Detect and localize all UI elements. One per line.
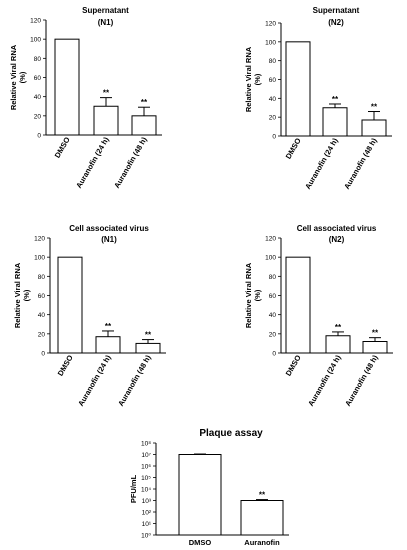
chart-title: Cell associated virus xyxy=(297,224,377,233)
bar xyxy=(93,105,119,136)
y-tick-label: 20 xyxy=(269,331,277,338)
chart-subtitle: (N1) xyxy=(101,235,117,244)
y-tick-label: 80 xyxy=(38,274,46,281)
x-tick-label: DMSO xyxy=(284,353,303,377)
y-tick-label: 0 xyxy=(272,351,276,358)
x-tick-label: Auranofin (24 h) xyxy=(303,136,340,191)
x-tick-label: Auranofin (48 h) xyxy=(342,136,379,191)
y-tick-label: 20 xyxy=(38,331,46,338)
y-axis-unit-label: (%) xyxy=(253,289,262,301)
x-tick-label: DMSO xyxy=(284,136,303,160)
significance-marker: ** xyxy=(372,329,379,338)
y-tick-label: 0 xyxy=(41,351,45,358)
y-tick-label: 80 xyxy=(269,274,277,281)
y-axis-label: Relative Viral RNA xyxy=(244,262,253,328)
y-tick-label: 80 xyxy=(269,58,277,65)
bar xyxy=(240,500,284,536)
chart-subtitle: (N1) xyxy=(98,18,114,27)
chart-panel-5: Plaque assay 10⁰ 10¹ 10² 10³ 10⁴ 10⁵ 10⁶ 10⁷ 10⁸ P… xyxy=(129,428,289,547)
y-axis-unit-label: (%) xyxy=(253,73,262,85)
y-tick-label: 60 xyxy=(269,293,277,300)
y-tick-label: 10⁶ xyxy=(141,464,151,471)
chart-panel-3: Cell associated virus (N1) 0 20 40 60 80 100 120… xyxy=(13,224,166,408)
y-tick-label: 10⁸ xyxy=(141,441,151,448)
x-tick-label: Auranofin (48 h) xyxy=(343,353,380,408)
bar xyxy=(135,342,161,354)
y-tick-label: 10⁴ xyxy=(141,487,151,494)
x-tick-label: Auranofin (48 h) xyxy=(116,353,153,408)
y-tick-label: 10³ xyxy=(142,498,152,505)
significance-marker: ** xyxy=(335,323,342,332)
y-tick-label: 10¹ xyxy=(142,521,152,528)
bar xyxy=(325,335,351,354)
y-tick-label: 40 xyxy=(38,312,46,319)
y-tick-label: 10² xyxy=(142,510,152,517)
y-axis-unit-label: (%) xyxy=(22,289,31,301)
y-tick-label: 120 xyxy=(30,18,41,25)
y-tick-label: 20 xyxy=(34,113,42,120)
y-axis-unit-label: (%) xyxy=(18,71,27,83)
chart-title: Supernatant xyxy=(313,6,360,15)
y-tick-label: 60 xyxy=(38,293,46,300)
y-tick-label: 10⁰ xyxy=(141,533,151,540)
significance-marker: ** xyxy=(145,331,152,340)
significance-marker: ** xyxy=(105,322,112,331)
chart-subtitle: (N2) xyxy=(329,235,345,244)
y-tick-label: 80 xyxy=(34,56,42,63)
bar xyxy=(131,115,157,136)
y-tick-label: 10⁷ xyxy=(141,452,151,459)
y-tick-label: 100 xyxy=(30,37,41,44)
chart-panel-4: Cell associated virus (N2) 0 20 40 60 80 100 120… xyxy=(244,224,393,408)
bar xyxy=(322,107,348,137)
y-axis-label: Relative Viral RNA xyxy=(13,262,22,328)
x-tick-label: DMSO xyxy=(189,538,212,547)
y-axis-label: Relative Viral RNA xyxy=(9,44,18,110)
significance-marker: ** xyxy=(141,98,148,107)
bar xyxy=(178,454,222,536)
y-axis-label: Relative Viral RNA xyxy=(244,46,253,112)
y-tick-label: 120 xyxy=(265,21,276,28)
x-tick-label: Auranofin (24 h) xyxy=(74,135,111,190)
significance-marker: ** xyxy=(371,103,378,112)
y-tick-label: 100 xyxy=(34,255,45,262)
x-tick-label: Auranofin xyxy=(244,538,280,547)
chart-panel-2: Supernatant (N2) 0 20 40 60 80 100 120 Relative V… xyxy=(244,6,392,191)
y-tick-label: 10⁵ xyxy=(141,475,151,482)
y-tick-label: 40 xyxy=(269,312,277,319)
significance-marker: ** xyxy=(332,95,339,104)
x-tick-label: Auranofin (48 h) xyxy=(112,135,149,190)
chart-title: Supernatant xyxy=(82,6,129,15)
y-tick-label: 100 xyxy=(265,255,276,262)
x-tick-label: DMSO xyxy=(53,135,72,159)
y-tick-label: 120 xyxy=(265,236,276,243)
bar xyxy=(362,341,388,354)
significance-marker: ** xyxy=(259,491,266,500)
y-tick-label: 60 xyxy=(34,75,42,82)
bar xyxy=(54,38,80,136)
chart-title: Plaque assay xyxy=(199,428,263,439)
y-tick-label: 100 xyxy=(265,39,276,46)
bar xyxy=(57,256,83,354)
x-tick-label: Auranofin (24 h) xyxy=(76,353,113,408)
y-tick-label: 0 xyxy=(272,134,276,141)
chart-title: Cell associated virus xyxy=(69,224,149,233)
significance-marker: ** xyxy=(103,89,110,98)
bar xyxy=(285,256,311,354)
chart-panel-1: Supernatant (N1) 0 20 40 60 80 100 120 Relative V… xyxy=(9,6,162,190)
y-tick-label: 40 xyxy=(34,94,42,101)
y-tick-label: 40 xyxy=(269,96,277,103)
y-axis-label: PFU/mL xyxy=(129,474,138,503)
y-tick-label: 120 xyxy=(34,236,45,243)
y-tick-label: 0 xyxy=(37,133,41,140)
y-tick-label: 20 xyxy=(269,115,277,122)
bar xyxy=(361,119,387,137)
bar xyxy=(285,41,311,137)
y-tick-label: 60 xyxy=(269,77,277,84)
chart-subtitle: (N2) xyxy=(328,18,344,27)
x-tick-label: Auranofin (24 h) xyxy=(306,353,343,408)
bar xyxy=(95,336,121,354)
x-tick-label: DMSO xyxy=(56,353,75,377)
